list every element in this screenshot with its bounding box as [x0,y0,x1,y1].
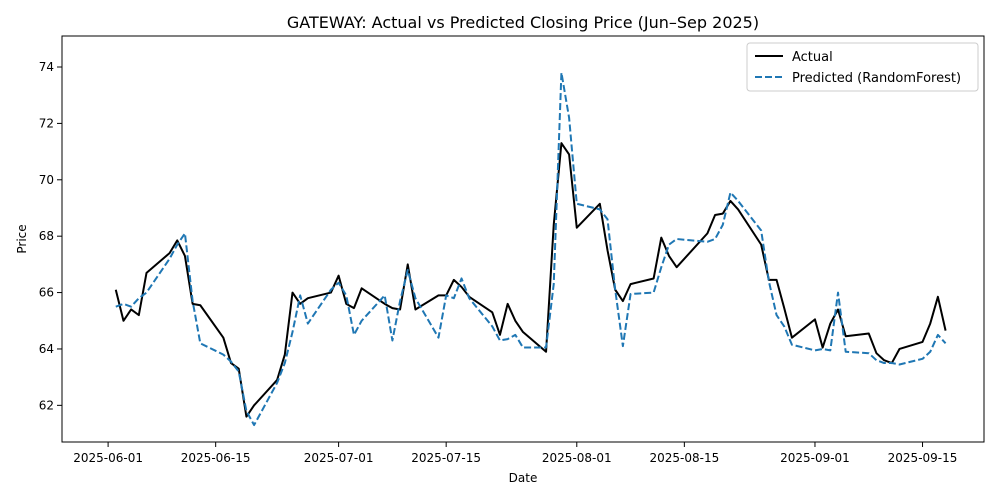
y-tick-label: 74 [39,60,54,74]
legend-box [746,42,979,92]
y-tick-label: 64 [39,342,54,356]
y-axis: 62 64 66 68 70 72 74 [39,60,62,412]
x-tick-label: 2025-07-15 [411,451,481,465]
y-tick-label: 72 [39,116,54,130]
y-tick-label: 70 [39,173,54,187]
x-tick-label: 2025-09-01 [780,451,850,465]
series-line-predicted [115,71,947,427]
legend-label-predicted: Predicted (RandomForest) [792,71,961,86]
legend: Actual Predicted (RandomForest) [746,42,979,92]
y-tick-label: 66 [39,286,54,300]
chart-title: GATEWAY: Actual vs Predicted Closing Pri… [287,13,759,32]
y-axis-label: Price [15,224,29,253]
x-axis-label: Date [509,471,538,485]
x-tick-label: 2025-07-01 [304,451,374,465]
x-tick-label: 2025-09-15 [888,451,958,465]
x-tick-label: 2025-08-15 [649,451,719,465]
series-layer [114,71,947,427]
y-tick-label: 68 [39,229,54,243]
axes-frame [61,35,985,443]
y-tick-label: 62 [39,398,54,412]
x-tick-label: 2025-08-01 [542,451,612,465]
x-axis: 2025-06-01 2025-06-15 2025-07-01 2025-07-15… [73,442,957,465]
legend-label-actual: Actual [792,50,833,65]
x-tick-label: 2025-06-15 [181,451,251,465]
x-tick-label: 2025-06-01 [73,451,143,465]
